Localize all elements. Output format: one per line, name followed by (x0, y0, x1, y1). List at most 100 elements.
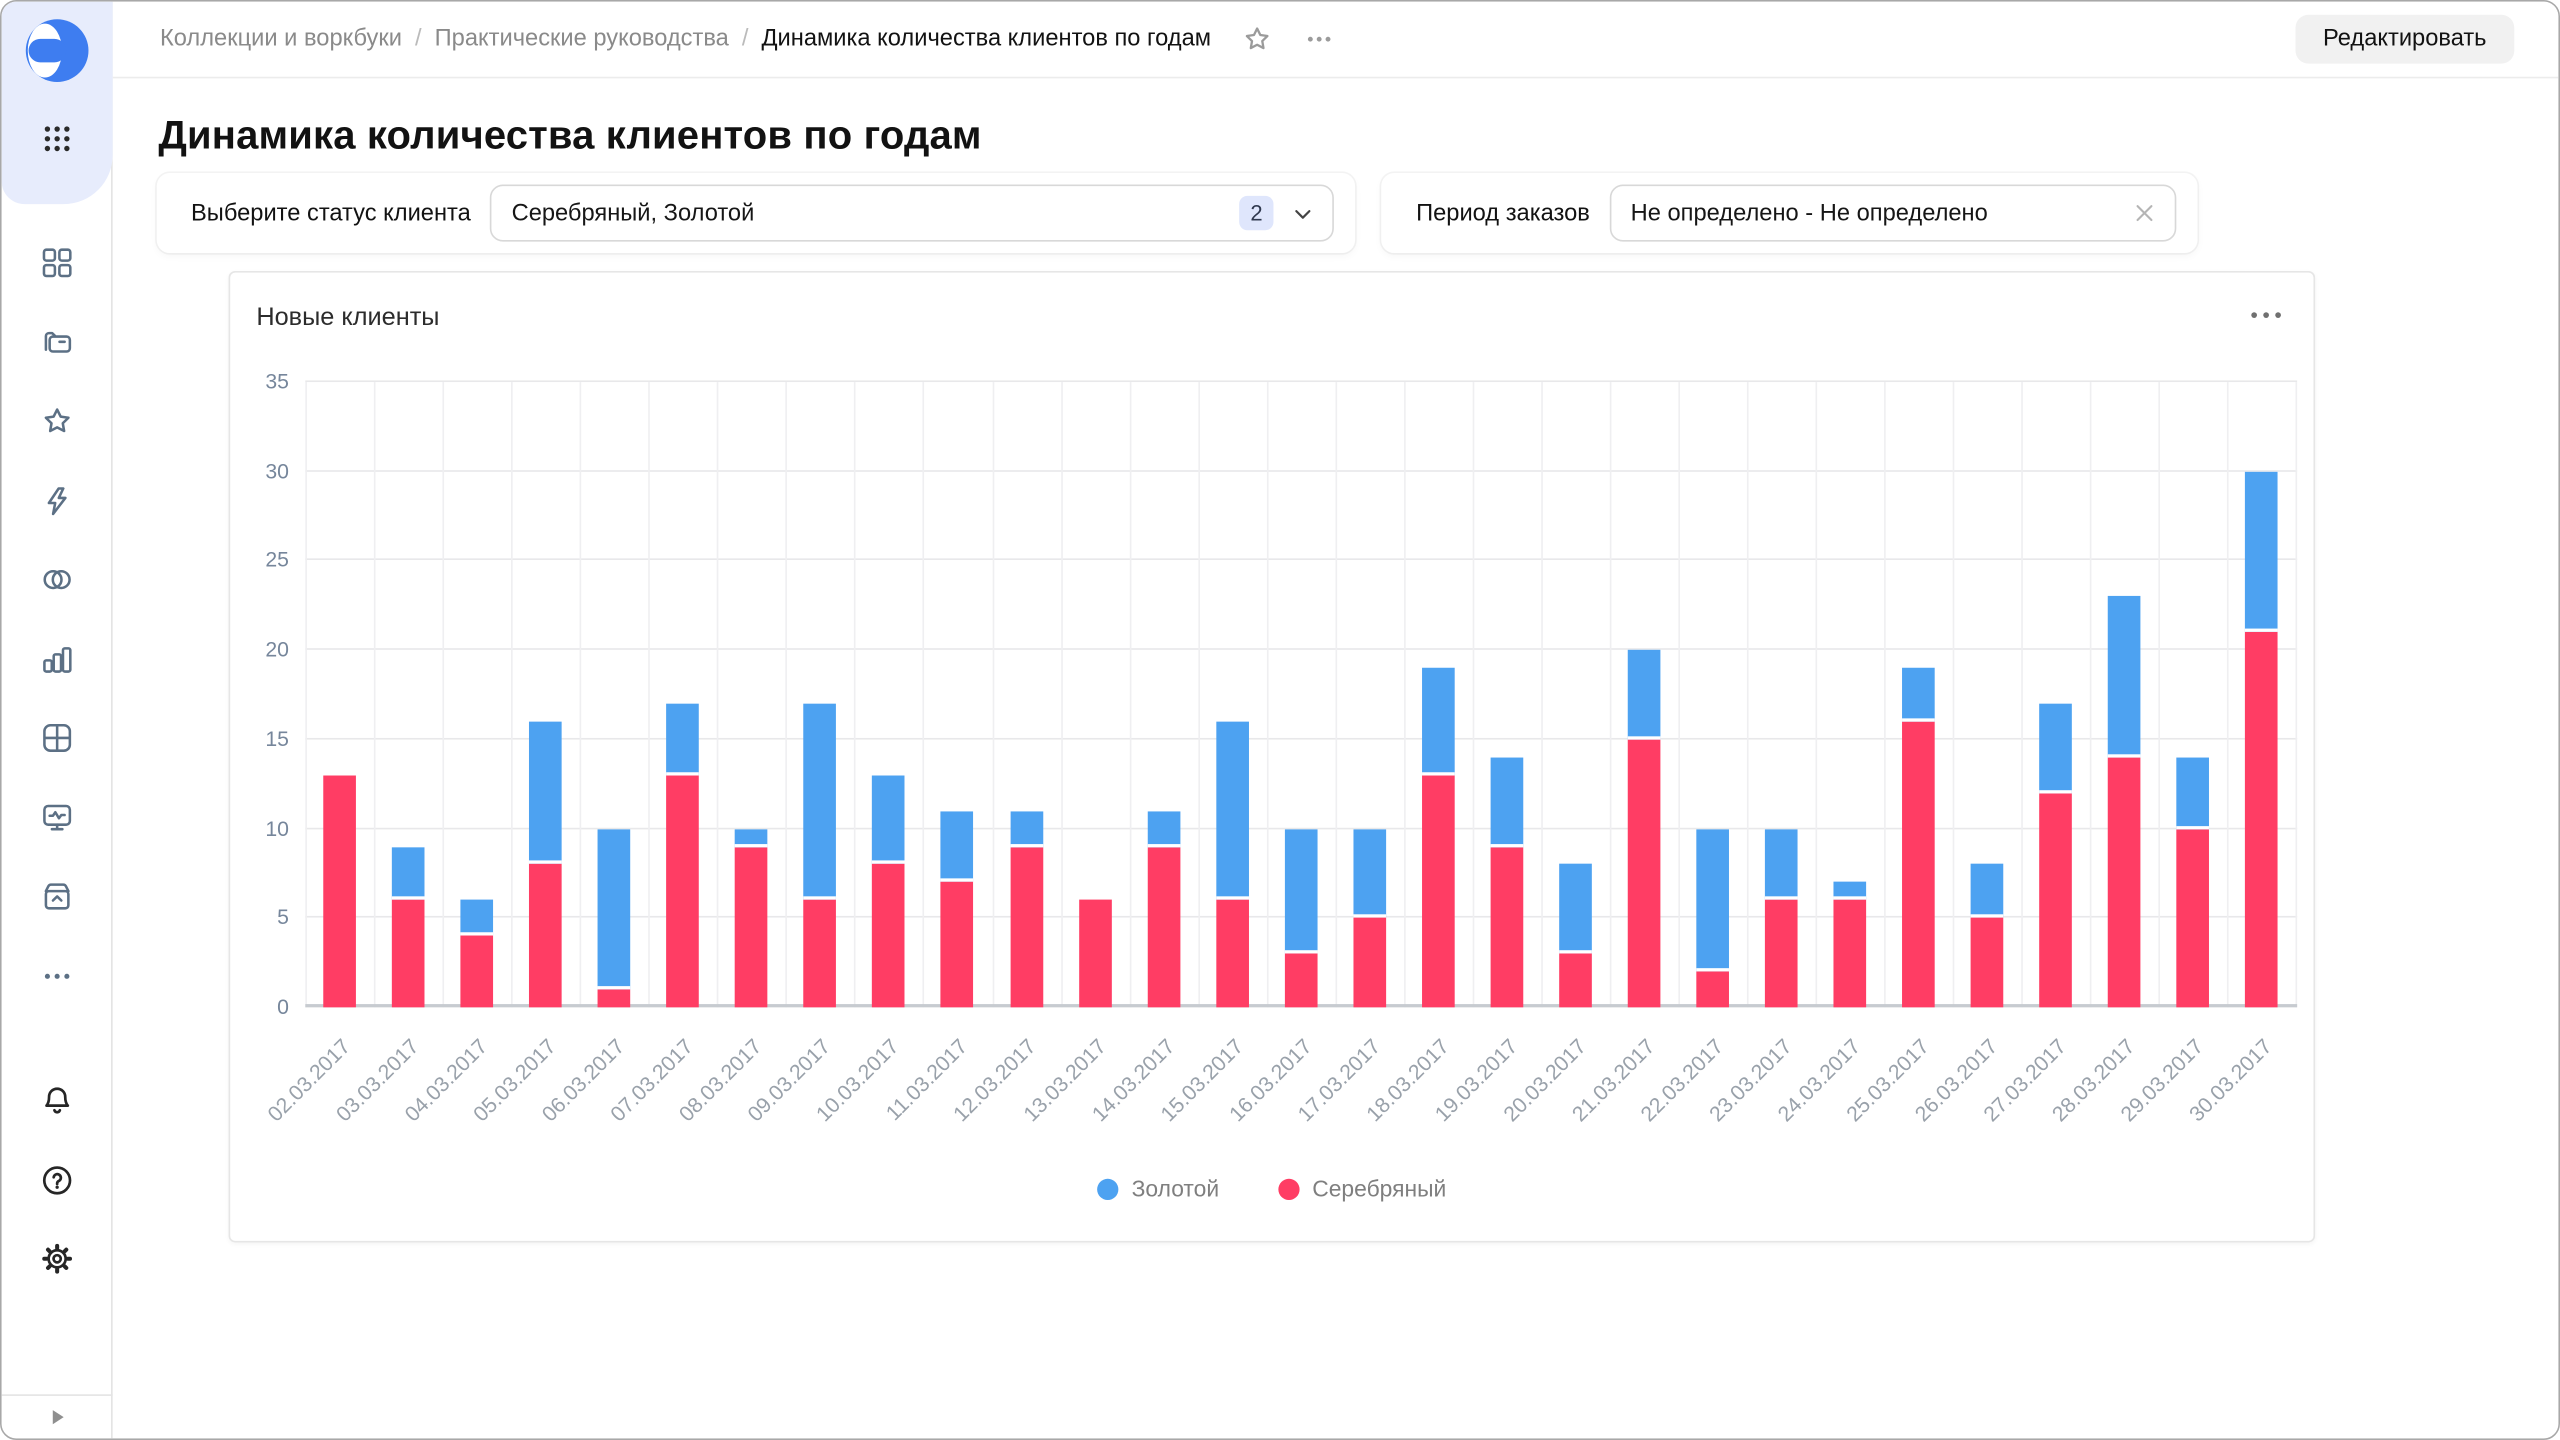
bar-segment-Серебряный[interactable] (529, 864, 562, 1008)
bar-segment-Серебряный[interactable] (323, 775, 356, 1008)
bar-segment-Золотой[interactable] (1490, 757, 1524, 847)
bar-segment-Серебряный[interactable] (941, 882, 974, 1008)
bar-segment-Серебряный[interactable] (1902, 721, 1936, 1008)
bar-segment-Золотой[interactable] (2039, 703, 2073, 793)
bar-segment-Золотой[interactable] (529, 721, 562, 865)
bar-24.03.2017[interactable] (1833, 382, 1867, 1008)
bar-segment-Золотой[interactable] (1353, 828, 1386, 919)
status-select[interactable]: Серебряный, Золотой 2 (490, 184, 1335, 242)
bar-segment-Серебряный[interactable] (2177, 828, 2210, 1008)
bar-segment-Серебряный[interactable] (1215, 900, 1249, 1008)
bar-segment-Серебряный[interactable] (1353, 918, 1386, 1008)
legend-item-Золотой[interactable]: Золотой (1097, 1176, 1219, 1202)
bar-11.03.2017[interactable] (941, 382, 974, 1008)
bar-segment-Серебряный[interactable] (735, 846, 768, 1008)
bar-segment-Золотой[interactable] (941, 810, 974, 883)
bar-segment-Золотой[interactable] (460, 900, 494, 936)
bar-03.03.2017[interactable] (391, 382, 425, 1008)
charts-icon[interactable] (39, 641, 75, 677)
edit-button[interactable]: Редактировать (2295, 14, 2515, 64)
bar-segment-Золотой[interactable] (1902, 667, 1936, 722)
bar-segment-Серебряный[interactable] (872, 864, 906, 1008)
widget-menu-icon[interactable] (2248, 302, 2284, 328)
bar-segment-Серебряный[interactable] (1147, 846, 1180, 1008)
period-input[interactable]: Не определено - Не определено (1609, 184, 2176, 242)
notifications-bell-icon[interactable] (39, 1082, 75, 1118)
bar-segment-Серебряный[interactable] (460, 935, 494, 1008)
bar-segment-Золотой[interactable] (1215, 721, 1249, 901)
bar-segment-Серебряный[interactable] (597, 989, 631, 1008)
bar-19.03.2017[interactable] (1490, 382, 1524, 1008)
bar-17.03.2017[interactable] (1353, 382, 1386, 1008)
bar-segment-Серебряный[interactable] (1490, 846, 1524, 1008)
bar-segment-Золотой[interactable] (597, 828, 631, 990)
bar-segment-Золотой[interactable] (1421, 667, 1455, 776)
monitoring-icon[interactable] (39, 799, 75, 835)
help-icon[interactable] (39, 1162, 75, 1198)
bar-segment-Золотой[interactable] (1147, 810, 1180, 847)
bar-04.03.2017[interactable] (460, 382, 494, 1008)
sidebar-collapse-bar[interactable] (1, 1394, 113, 1438)
bar-28.03.2017[interactable] (2108, 382, 2141, 1008)
breadcrumb-collections[interactable]: Коллекции и воркбуки (159, 26, 402, 53)
favorites-icon[interactable] (39, 403, 75, 439)
datalens-logo[interactable] (24, 18, 89, 83)
bar-segment-Золотой[interactable] (2108, 596, 2141, 758)
bar-segment-Серебряный[interactable] (1765, 900, 1798, 1008)
bar-segment-Золотой[interactable] (803, 703, 837, 901)
storage-icon[interactable] (39, 878, 75, 914)
bar-30.03.2017[interactable] (2245, 382, 2279, 1008)
bar-segment-Серебряный[interactable] (1284, 953, 1318, 1008)
connections-icon[interactable] (39, 482, 75, 518)
bar-16.03.2017[interactable] (1284, 382, 1318, 1008)
clear-x-icon[interactable] (2130, 199, 2158, 227)
dashboards-icon[interactable] (39, 720, 75, 756)
bar-segment-Золотой[interactable] (666, 703, 700, 776)
bar-09.03.2017[interactable] (803, 382, 837, 1008)
bar-07.03.2017[interactable] (666, 382, 700, 1008)
collections-icon[interactable] (39, 324, 75, 360)
bar-segment-Золотой[interactable] (1833, 882, 1867, 901)
bar-segment-Золотой[interactable] (1696, 828, 1730, 972)
bar-segment-Золотой[interactable] (872, 775, 906, 865)
breadcrumb-guides[interactable]: Практические руководства (434, 26, 729, 53)
bar-29.03.2017[interactable] (2177, 382, 2210, 1008)
bar-segment-Серебряный[interactable] (2245, 632, 2279, 1008)
bar-06.03.2017[interactable] (597, 382, 631, 1008)
bar-segment-Золотой[interactable] (1009, 810, 1043, 847)
bar-segment-Золотой[interactable] (1284, 828, 1318, 954)
bar-segment-Серебряный[interactable] (1421, 775, 1455, 1008)
bar-22.03.2017[interactable] (1696, 382, 1730, 1008)
bar-segment-Серебряный[interactable] (1971, 918, 2004, 1008)
bar-05.03.2017[interactable] (529, 382, 562, 1008)
bar-10.03.2017[interactable] (872, 382, 906, 1008)
bar-segment-Серебряный[interactable] (1559, 953, 1592, 1008)
datasets-icon[interactable] (39, 562, 75, 598)
bar-segment-Серебряный[interactable] (391, 900, 425, 1008)
more-icon[interactable] (39, 958, 75, 994)
bar-segment-Серебряный[interactable] (2108, 757, 2141, 1008)
bar-segment-Серебряный[interactable] (803, 900, 837, 1008)
bar-21.03.2017[interactable] (1627, 382, 1661, 1008)
settings-gear-icon[interactable] (39, 1241, 75, 1277)
bar-segment-Золотой[interactable] (1627, 650, 1661, 740)
bar-23.03.2017[interactable] (1765, 382, 1798, 1008)
navigation-icon[interactable] (39, 245, 75, 281)
bar-14.03.2017[interactable] (1147, 382, 1180, 1008)
bar-15.03.2017[interactable] (1215, 382, 1249, 1008)
bar-segment-Золотой[interactable] (2177, 757, 2210, 829)
bar-segment-Серебряный[interactable] (1627, 739, 1661, 1008)
bar-segment-Золотой[interactable] (1971, 864, 2004, 919)
bar-segment-Серебряный[interactable] (1009, 846, 1043, 1008)
apps-grid-icon[interactable] (39, 121, 75, 157)
bar-18.03.2017[interactable] (1421, 382, 1455, 1008)
favorite-star-icon[interactable] (1240, 23, 1273, 56)
bar-segment-Серебряный[interactable] (666, 775, 700, 1008)
bar-segment-Золотой[interactable] (1765, 828, 1798, 901)
bar-segment-Золотой[interactable] (735, 828, 768, 847)
bar-26.03.2017[interactable] (1971, 382, 2004, 1008)
bar-segment-Золотой[interactable] (2245, 471, 2279, 633)
legend-item-Серебряный[interactable]: Серебряный (1277, 1176, 1446, 1202)
bar-segment-Золотой[interactable] (391, 846, 425, 901)
bar-20.03.2017[interactable] (1559, 382, 1592, 1008)
